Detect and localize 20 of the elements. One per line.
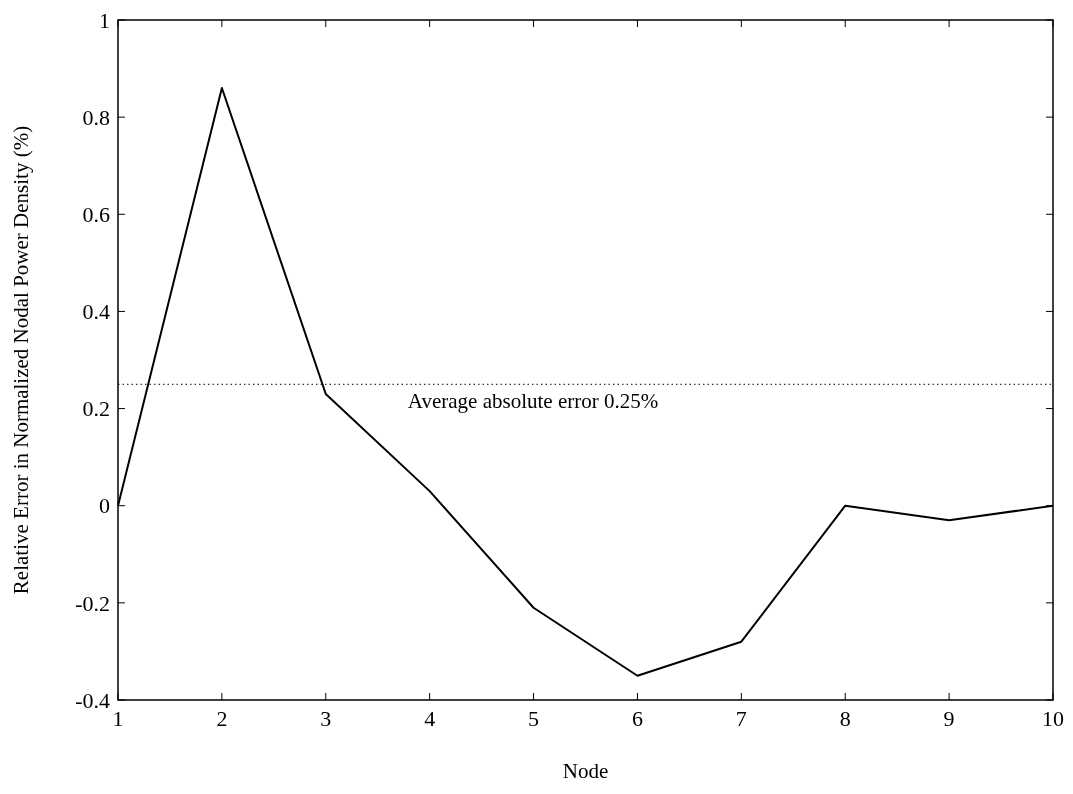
x-axis-title: Node: [562, 759, 609, 783]
y-tick-label: 0.4: [82, 299, 110, 325]
x-tick-label: 3: [320, 706, 332, 731]
x-tick-label: 2: [216, 706, 228, 731]
x-tick-label: 7: [735, 706, 747, 731]
x-tick-label: 6: [631, 706, 643, 731]
y-tick-label: -0.4: [75, 687, 110, 713]
y-tick-label: 0: [99, 493, 110, 519]
ref-line-label: Average absolute error 0.25%: [407, 389, 659, 414]
x-tick-label: 4: [424, 706, 436, 731]
x-tick-label: 10: [1042, 706, 1064, 731]
y-tick-label: 0.8: [82, 104, 110, 130]
y-tick-label: -0.2: [75, 590, 110, 616]
x-tick-label: 5: [528, 706, 540, 731]
x-tick-label: 9: [943, 706, 955, 731]
y-tick-label: 0.6: [82, 201, 110, 227]
x-tick-label: 8: [839, 706, 851, 731]
y-tick-label: 0.2: [82, 396, 110, 422]
y-axis-title: Relative Error in Normalized Nodal Power Density (%): [9, 125, 33, 595]
y-tick-label: 1: [99, 7, 110, 33]
